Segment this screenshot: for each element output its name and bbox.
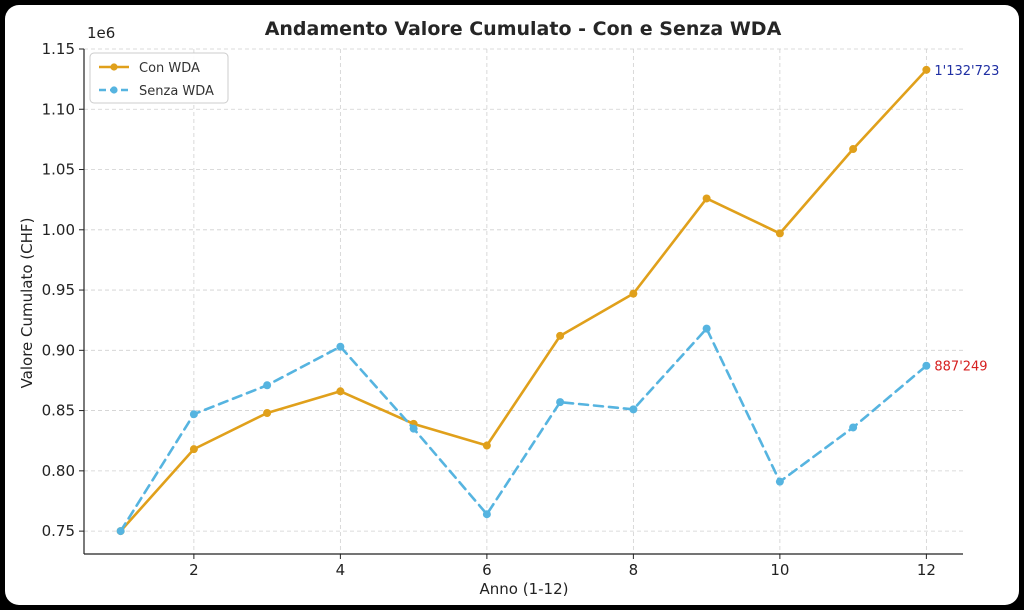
data-point bbox=[702, 194, 711, 203]
data-point bbox=[116, 527, 125, 536]
data-point bbox=[482, 441, 491, 450]
y-tick-label: 1.15 bbox=[42, 40, 75, 58]
data-point bbox=[556, 398, 565, 407]
y-axis-label: Valore Cumulato (CHF) bbox=[18, 218, 36, 389]
y-tick-label: 1.05 bbox=[42, 161, 75, 179]
chart-card: Andamento Valore Cumulato - Con e Senza … bbox=[5, 5, 1019, 605]
data-point bbox=[189, 445, 198, 454]
legend: Con WDA Senza WDA bbox=[89, 52, 229, 104]
y-tick-label: 0.90 bbox=[42, 341, 75, 359]
legend-swatch-marker bbox=[110, 86, 118, 94]
y-tick-label: 0.80 bbox=[42, 462, 75, 480]
y-offset-label: 1e6 bbox=[87, 24, 115, 42]
data-point bbox=[482, 510, 491, 519]
axes-layer: 0.75 0.80 0.85 0.90 0.95 1.00 1.05 1.10 1.15 2 4 6 8… bbox=[42, 40, 963, 579]
series-line bbox=[119, 68, 928, 533]
y-tick-label: 0.85 bbox=[42, 402, 75, 420]
data-point bbox=[775, 229, 784, 238]
y-tick-label: 1.10 bbox=[42, 100, 75, 118]
data-point bbox=[922, 361, 931, 370]
data-point bbox=[922, 65, 931, 74]
end-value-label: 887'249 bbox=[934, 360, 987, 375]
x-tick-label: 2 bbox=[189, 561, 199, 579]
data-point bbox=[629, 405, 638, 414]
data-point bbox=[556, 331, 565, 340]
legend-label: Senza WDA bbox=[139, 84, 214, 99]
data-point bbox=[849, 423, 858, 432]
x-tick-label: 10 bbox=[770, 561, 789, 579]
data-point bbox=[629, 289, 638, 298]
data-point bbox=[702, 324, 711, 333]
x-tick-label: 12 bbox=[917, 561, 936, 579]
data-point bbox=[849, 145, 858, 154]
line-chart: Andamento Valore Cumulato - Con e Senza … bbox=[18, 18, 999, 598]
data-point bbox=[775, 477, 784, 486]
x-tick-label: 4 bbox=[336, 561, 346, 579]
y-tick-label: 0.75 bbox=[42, 522, 75, 540]
series-layer: 1'132'723 887'249 bbox=[116, 64, 999, 536]
data-point bbox=[336, 387, 345, 396]
x-axis-label: Anno (1-12) bbox=[480, 580, 569, 598]
data-point bbox=[409, 424, 418, 433]
y-tick-label: 1.00 bbox=[42, 221, 75, 239]
legend-swatch-marker bbox=[110, 63, 118, 71]
y-tick-label: 0.95 bbox=[42, 281, 75, 299]
chart-title: Andamento Valore Cumulato - Con e Senza … bbox=[265, 18, 782, 40]
data-point bbox=[336, 342, 345, 351]
end-value-label: 1'132'723 bbox=[934, 64, 999, 79]
grid-layer bbox=[84, 48, 963, 554]
x-tick-label: 8 bbox=[629, 561, 639, 579]
data-point bbox=[263, 408, 272, 417]
series-line bbox=[119, 327, 928, 533]
data-point bbox=[263, 381, 272, 390]
data-point bbox=[189, 410, 198, 419]
x-tick-label: 6 bbox=[482, 561, 492, 579]
legend-label: Con WDA bbox=[139, 61, 200, 76]
